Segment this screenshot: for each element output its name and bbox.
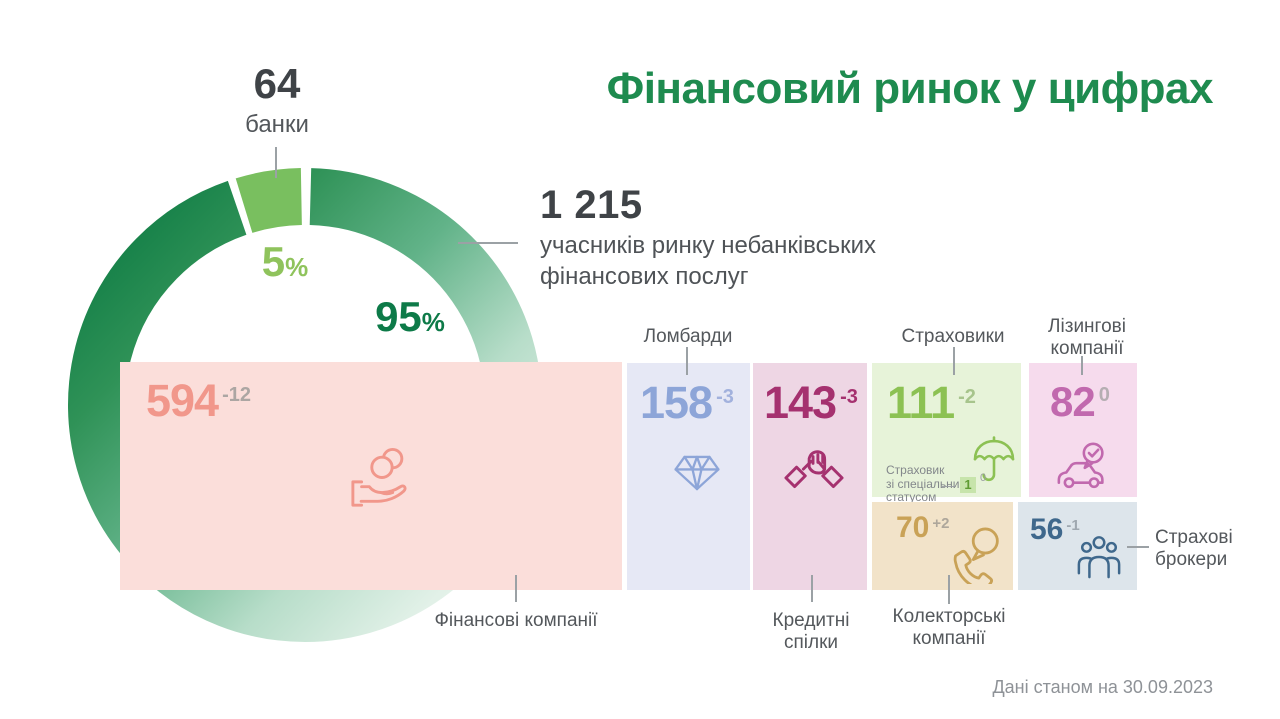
collectors-delta: +2 [932, 515, 950, 532]
banks-callout-line [275, 147, 277, 178]
people-group-icon [1076, 532, 1122, 580]
collectors-value: 70 +2 [896, 511, 950, 544]
leasing-delta: 0 [1098, 384, 1110, 406]
block-credit-unions: 143 -3 [753, 363, 867, 590]
nonbank-percent: 95% [375, 293, 445, 340]
financial-companies-callout-line [515, 575, 517, 602]
block-insurers: 111 -2 Страховик зі спеціальним статусом … [872, 363, 1021, 504]
credit-unions-label: Кредитні спілки [772, 610, 850, 653]
credit-unions-delta: -3 [840, 386, 858, 408]
insurers-delta: -2 [958, 386, 976, 408]
nonbank-callout-line [458, 242, 518, 244]
leasing-label: Лізингові компанії [1048, 316, 1126, 359]
note-value-badge: 1 [960, 477, 976, 493]
lombards-callout-line [686, 347, 688, 375]
brokers-value: 56 -1 [1030, 513, 1080, 546]
note-dash: — [942, 477, 956, 493]
nonbank-description: учасників ринку небанківських фінансових… [540, 230, 876, 292]
hand-coins-icon [346, 446, 416, 510]
insurers-value: 111 -2 [887, 377, 976, 428]
note-delta: 0 [980, 472, 987, 484]
handshake-icon [783, 445, 845, 501]
block-lombards: 158 -3 [627, 363, 750, 590]
banks-count: 64 [253, 60, 301, 107]
block-leasing: 82 0 [1029, 363, 1137, 497]
banks-label: банки [245, 111, 309, 138]
financial-companies-delta: -12 [222, 384, 251, 406]
collectors-label: Колекторські компанії [892, 606, 1006, 649]
lombards-value: 158 -3 [640, 377, 734, 428]
credit-unions-callout-line [811, 575, 813, 602]
nonbank-description-line1: учасників ринку небанківських [540, 232, 877, 259]
insurers-label: Страховики [901, 326, 1005, 347]
brokers-callout-line [1127, 546, 1149, 548]
donut-segment-banks [235, 168, 303, 234]
insurer-special-status-note: Страховик зі спеціальним статусом [886, 463, 968, 504]
nonbank-count: 1 215 [540, 183, 643, 227]
banks-percent: 5% [261, 238, 309, 285]
credit-unions-value: 143 -3 [764, 377, 858, 428]
phone-chat-icon [950, 524, 1002, 584]
block-collectors: 70 +2 [872, 502, 1013, 590]
collectors-callout-line [948, 575, 950, 604]
data-as-of-note: Дані станом на 30.09.2023 [992, 677, 1213, 697]
leasing-callout-line [1081, 356, 1083, 375]
lombards-label: Ломбарди [643, 326, 733, 347]
umbrella-icon [972, 435, 1016, 485]
financial-companies-value: 594 -12 [146, 375, 251, 426]
block-financial-companies: 594 -12 [120, 362, 622, 590]
car-check-icon [1053, 441, 1111, 491]
block-insurance-brokers: 56 -1 [1018, 502, 1137, 590]
leasing-value: 82 0 [1050, 378, 1110, 425]
page-title: Фінансовий ринок у цифрах [606, 64, 1214, 113]
insurers-callout-line [953, 347, 955, 375]
nonbank-description-line2: фінансових послуг [540, 263, 749, 290]
insurer-special-status-value: — 1 0 [942, 472, 986, 493]
brokers-label: Страхові брокери [1155, 527, 1233, 570]
lombards-delta: -3 [716, 386, 734, 408]
brokers-delta: -1 [1066, 517, 1080, 534]
financial-companies-label: Фінансові компанії [434, 610, 598, 631]
diamond-icon [672, 451, 722, 495]
